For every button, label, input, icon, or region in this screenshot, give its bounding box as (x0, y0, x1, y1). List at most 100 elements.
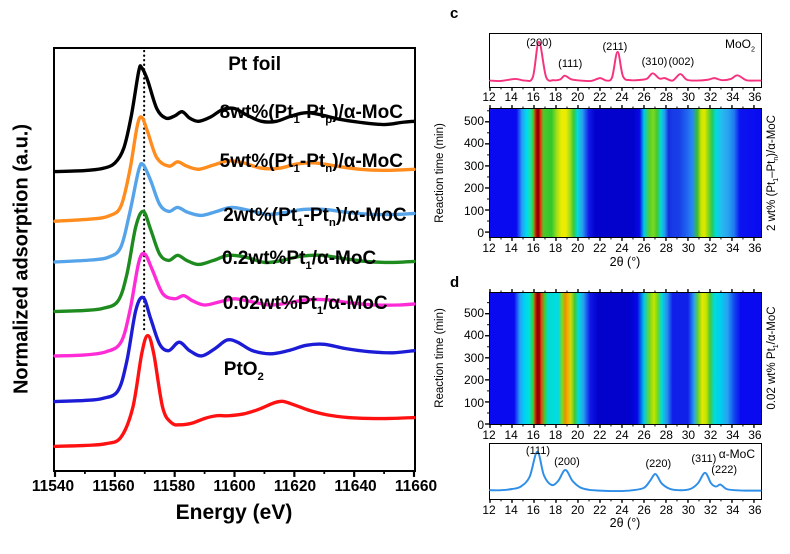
two-theta-tick-label: 22 (593, 428, 607, 442)
energy-tick-label: 11600 (213, 478, 256, 495)
two-theta-tick-label: 24 (615, 428, 629, 442)
two-theta-tick-label: 34 (726, 428, 740, 442)
text-run: )/α-MoC (335, 205, 407, 227)
two-theta-tick-label: 12 (482, 90, 496, 104)
two-theta-tick-label: 26 (637, 428, 651, 442)
xrd-amoc-x-ticks: 12 14 16 18 20 22 24 26 28 30 32 34 36 (482, 503, 762, 519)
text-run: MoO (724, 37, 751, 51)
two-theta-tick-label: 36 (748, 241, 762, 255)
two-theta-tick-label: 20 (570, 90, 585, 104)
text-run: )/α-MoC (332, 102, 403, 124)
two-theta-tick-label: 30 (681, 241, 696, 255)
energy-tick-label: 11660 (394, 478, 438, 495)
xrd-moo2-x-ticks: 12 14 16 18 20 22 24 26 28 30 32 34 36 (482, 90, 762, 106)
heatmap-d-ticks-svg (485, 289, 755, 428)
reaction-time-tick-label: 200 (463, 181, 484, 196)
heatmap-c (485, 105, 762, 241)
xanes-curve-0-2wt-pt1-moc (53, 251, 416, 358)
reaction-time-tick-label: 100 (463, 395, 484, 410)
heatmap-c-y-axis-label: Reaction time (min) (434, 123, 446, 223)
xrd-amoc-peak-labels: (111) (200) (220) (311) (222) (490, 444, 761, 499)
peak-label-111: (111) (525, 444, 550, 457)
subscript: n (328, 217, 336, 230)
two-theta-tick-label: 28 (659, 428, 673, 442)
two-theta-tick-label: 14 (504, 241, 518, 255)
peak-label-211: (211) (602, 40, 628, 53)
two-theta-tick-label: 14 (504, 90, 518, 104)
two-theta-tick-label: 22 (593, 90, 607, 104)
reaction-time-tick-label: 0 (477, 226, 484, 240)
subscript: 1 (773, 177, 781, 182)
two-theta-tick-label: 26 (637, 241, 651, 255)
two-theta-tick-label: 24 (615, 90, 629, 104)
two-theta-tick-label: 32 (703, 90, 718, 104)
xrd-moo2-peak-labels: (200) (111) (211) (310) (002) (490, 34, 761, 87)
xrd-curve-moo2 (489, 40, 762, 83)
series-label-2wt-pt1-ptn-moc: 2wt%(Pt1-Ptn)/α-MoC (223, 205, 406, 229)
two-theta-tick-label: 32 (703, 503, 718, 517)
two-theta-tick-label: 36 (748, 503, 762, 517)
subscript: 1 (305, 259, 312, 272)
heatmap-d-y-ticks: 0 100 200 300 400 500 (452, 292, 486, 432)
two-theta-tick-label: 30 (681, 503, 696, 517)
energy-tick-label: 11580 (152, 478, 196, 495)
text-run: –Pt (765, 160, 778, 178)
two-theta-tick-label: 14 (504, 503, 518, 517)
xanes-x-axis-ticks: 11540 11560 11580 11600 11620 11640 11660 (32, 478, 437, 495)
energy-tick-label: 11640 (334, 478, 377, 495)
two-theta-tick-label: 36 (748, 90, 762, 104)
phase-label-amoc: α-MoC (719, 447, 755, 461)
xanes-curve-pto2 (53, 333, 416, 449)
xanes-curve-pt-foil (53, 64, 416, 174)
heatmap-c-right-label: 2 wt% (Pt1–Ptn)/α-MoC (766, 115, 780, 231)
reaction-time-tick-label: 300 (463, 350, 484, 365)
two-theta-tick-label: 18 (548, 241, 563, 255)
text-run: 0.2wt%Pt (222, 248, 306, 270)
series-label-8wt-pt1-ptp-moc: 8wt%(Pt1-Ptp)/α-MoC (220, 102, 403, 126)
text-run: )/α-MoC (765, 115, 778, 157)
two-theta-tick-label: 18 (548, 503, 563, 517)
two-theta-tick-label: 30 (681, 428, 696, 442)
two-theta-tick-label: 28 (659, 241, 673, 255)
subscript: n (773, 156, 781, 161)
xanes-curve-8wt-pt1-ptp-moc (53, 115, 416, 223)
text-run: /α-MoC (765, 306, 778, 345)
text-run: 2 wt% (Pt (765, 181, 778, 231)
text-run: Pt foil (228, 53, 281, 75)
peak-label-311: (311) (691, 452, 717, 465)
text-run: -Pt (303, 205, 329, 227)
two-theta-tick-label: 14 (504, 428, 518, 442)
text-run: α-MoC (718, 447, 755, 461)
reaction-time-tick-label: 200 (463, 373, 484, 388)
reaction-time-tick-label: 500 (463, 114, 484, 128)
text-run: /α-MoC (323, 292, 388, 314)
reaction-time-tick-label: 400 (463, 328, 484, 343)
xanes-curve-5wt-pt1-ptn-moc (53, 161, 416, 264)
subscript: 1 (293, 162, 300, 175)
heatmap-d-right-label: 0.02 wt% Pt1/α-MoC (766, 306, 780, 409)
xanes-curve-0-02wt-pt1-moc (53, 295, 416, 404)
xanes-plot-area: Pt foil 8wt%(Pt1-Ptp)/α-MoC 5wt%(Pt1-Ptn)/… (53, 47, 416, 477)
two-theta-tick-label: 16 (526, 428, 540, 442)
series-label-0-02wt-pt1-moc: 0.02wt%Pt1/α-MoC (223, 293, 388, 317)
panel-letter-d: d (450, 274, 460, 291)
xanes-y-axis-label: Normalized adsorption (a.u.) (10, 123, 33, 395)
series-label-pt-foil: Pt foil (228, 54, 281, 76)
two-theta-tick-label: 20 (570, 503, 585, 517)
subscript: 1 (316, 304, 324, 317)
two-theta-tick-label: 34 (726, 90, 740, 104)
peak-label-222: (222) (711, 463, 737, 476)
subscript: n (325, 162, 333, 175)
two-theta-tick-label: 16 (526, 90, 540, 104)
reaction-time-tick-label: 400 (463, 136, 484, 151)
two-theta-tick-label: 22 (593, 503, 607, 517)
peak-label-002: (002) (668, 55, 695, 68)
heatmap-c-ticks-svg (485, 105, 755, 241)
two-theta-tick-label: 16 (526, 241, 540, 255)
heatmap-c-x-ticks: 12 14 16 18 20 22 24 26 28 30 32 34 36 (482, 241, 762, 257)
two-theta-tick-label: 28 (659, 90, 673, 104)
subscript: p (325, 114, 333, 127)
two-theta-tick-label: 18 (548, 90, 563, 104)
heatmap-d-x-ticks: 12 14 16 18 20 22 24 26 28 30 32 34 36 (482, 428, 762, 444)
